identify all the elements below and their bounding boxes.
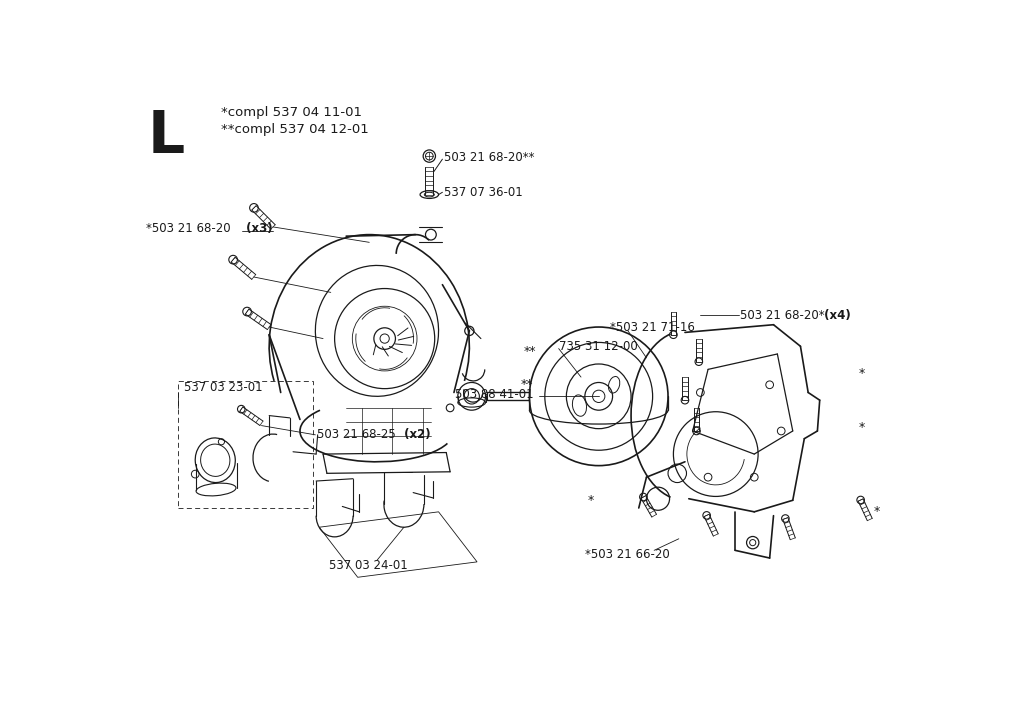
Text: L: L [147,108,184,165]
Text: 735 31 12-00: 735 31 12-00 [559,340,637,353]
Text: 537 03 23-01: 537 03 23-01 [184,381,263,394]
Text: **: ** [521,378,534,391]
Text: *: * [858,420,864,434]
Text: 503 21 68-20**: 503 21 68-20** [444,151,535,164]
Text: **: ** [523,345,536,358]
Text: 537 07 36-01: 537 07 36-01 [444,186,522,199]
Text: *compl 537 04 11-01: *compl 537 04 11-01 [221,106,362,119]
Text: *: * [858,367,864,379]
Text: *: * [588,494,594,507]
Text: 503 21 68-20*: 503 21 68-20* [740,309,825,322]
Text: 503 88 41-01: 503 88 41-01 [455,387,534,401]
Text: (x4): (x4) [819,309,851,322]
Text: *: * [873,505,880,518]
Text: (x2): (x2) [400,428,431,441]
Text: *503 21 71-16: *503 21 71-16 [609,320,694,334]
Text: 537 03 24-01: 537 03 24-01 [330,559,408,572]
Text: *503 21 68-20: *503 21 68-20 [146,222,230,235]
Text: (x3): (x3) [243,222,272,235]
Text: **compl 537 04 12-01: **compl 537 04 12-01 [221,123,370,136]
Text: *503 21 66-20: *503 21 66-20 [585,548,670,560]
Text: 503 21 68-25: 503 21 68-25 [316,428,395,441]
